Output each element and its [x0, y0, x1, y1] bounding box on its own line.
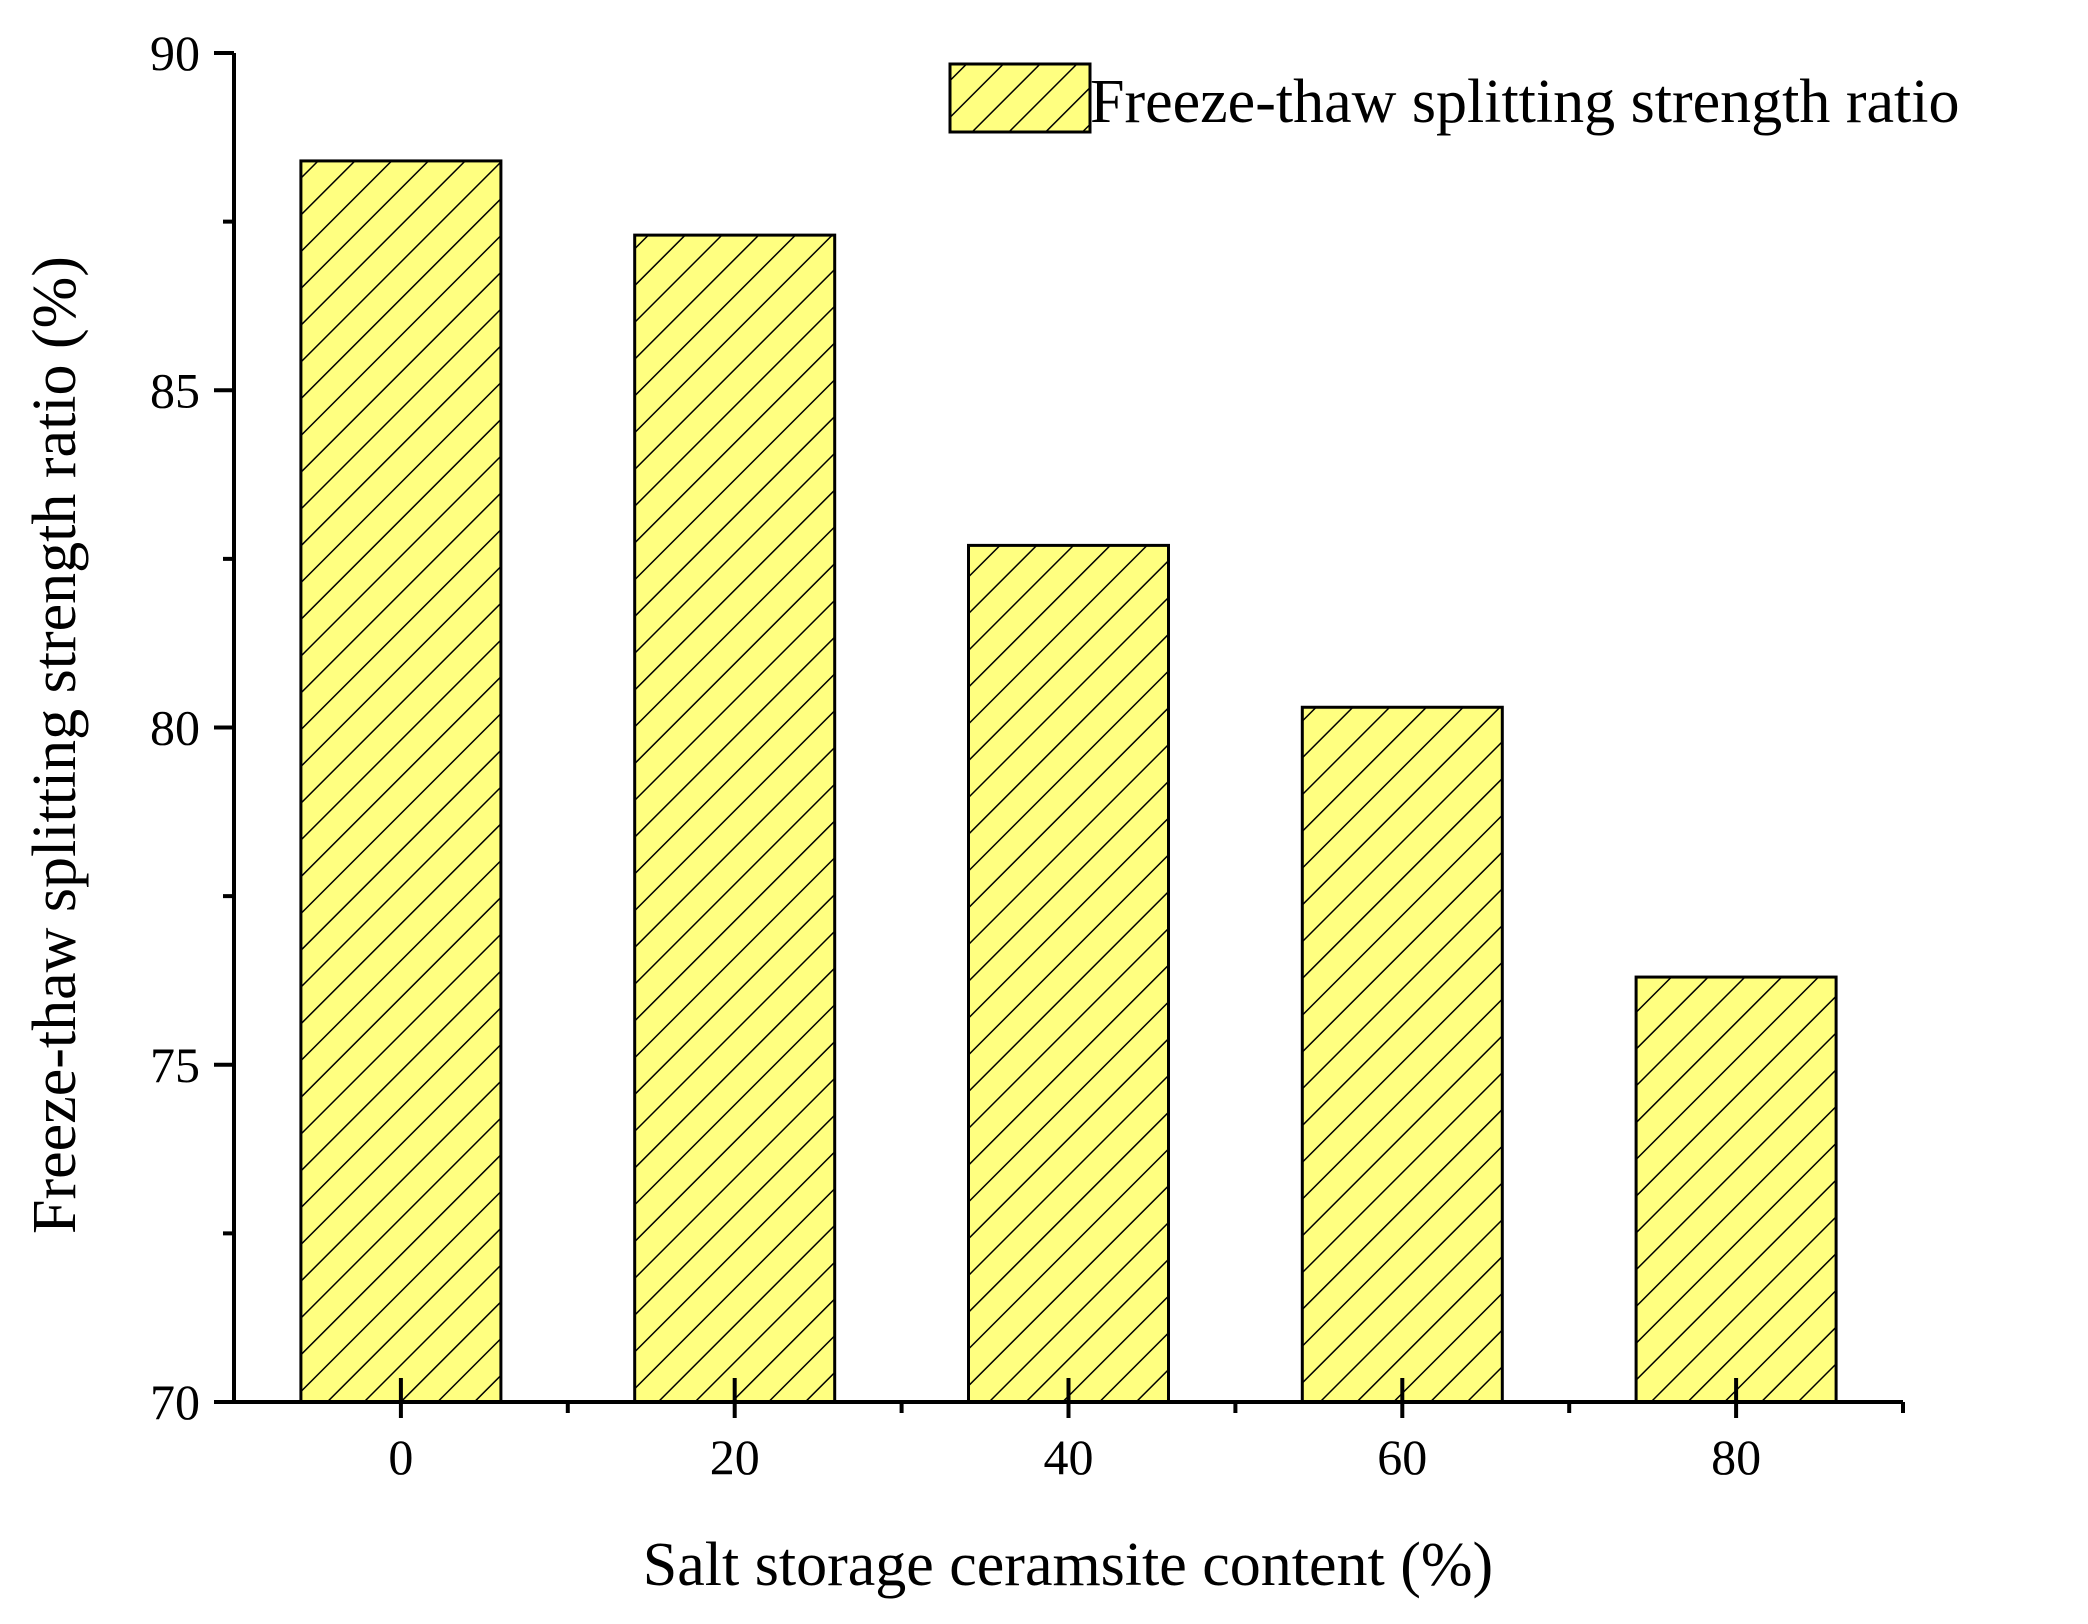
legend-swatch [948, 62, 1092, 134]
x-tick-label: 20 [710, 1429, 760, 1485]
legend-label: Freeze-thaw splitting strength ratio [1090, 68, 1959, 136]
x-tick-label: 40 [1044, 1429, 1094, 1485]
bar [299, 159, 503, 1404]
x-tick-label: 0 [388, 1429, 413, 1485]
y-axis-title: Freeze-thaw splitting strength ratio (%) [21, 256, 89, 1234]
y-tick-label: 75 [150, 1037, 200, 1093]
bars-layer [299, 159, 1838, 1404]
x-tick-label: 60 [1377, 1429, 1427, 1485]
bar [1634, 975, 1838, 1404]
y-tick-label: 90 [150, 25, 200, 81]
y-tick-label: 70 [150, 1374, 200, 1430]
axes-layer [214, 51, 1905, 1418]
x-axis-title: Salt storage ceramsite content (%) [643, 1531, 1493, 1599]
tick-labels-layer: 70 75 80 85 90 0 20 40 60 80 [150, 25, 1761, 1485]
x-tick-label: 80 [1711, 1429, 1761, 1485]
bar [967, 543, 1170, 1404]
bar [1300, 705, 1504, 1404]
y-tick-label: 85 [150, 362, 200, 418]
bar [633, 233, 837, 1404]
legend: Freeze-thaw splitting strength ratio [948, 62, 1959, 136]
y-tick-label: 80 [150, 700, 200, 756]
